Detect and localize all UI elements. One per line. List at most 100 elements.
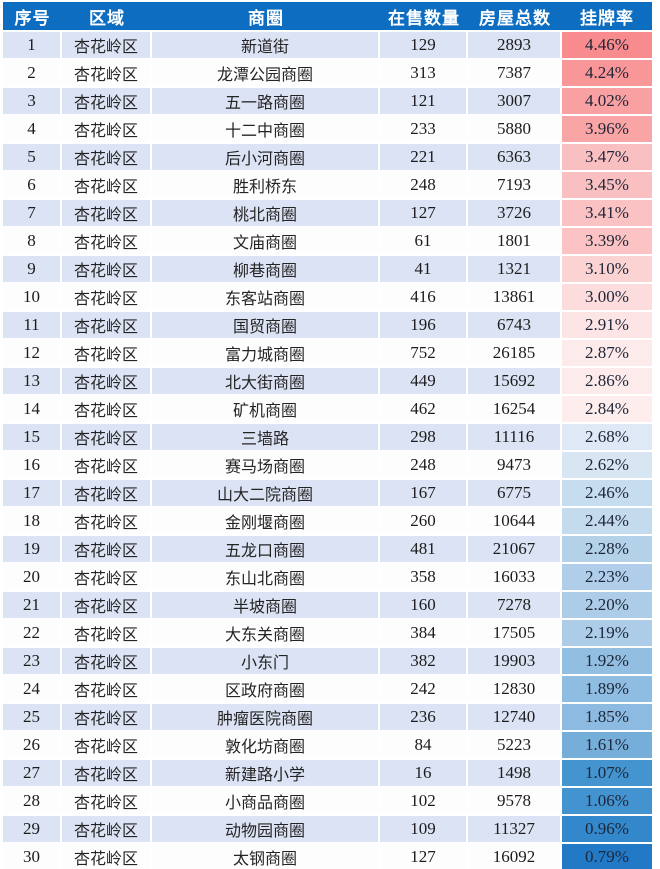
rank-cell: 1: [3, 32, 60, 58]
district-cell: 杏花岭区: [62, 424, 150, 450]
district-cell: 杏花岭区: [62, 676, 150, 702]
table-header-row: 序号 区域 商圈 在售数量 房屋总数 挂牌率: [3, 2, 652, 30]
rank-cell: 7: [3, 200, 60, 226]
area-cell: 文庙商圈: [152, 228, 378, 254]
area-cell: 富力城商圈: [152, 340, 378, 366]
district-cell: 杏花岭区: [62, 704, 150, 730]
total-cell: 16033: [468, 564, 560, 590]
rank-cell: 29: [3, 816, 60, 842]
rank-cell: 2: [3, 60, 60, 86]
total-cell: 19903: [468, 648, 560, 674]
area-cell: 新建路小学: [152, 760, 378, 786]
rank-cell: 4: [3, 116, 60, 142]
total-cell: 6363: [468, 144, 560, 170]
district-cell: 杏花岭区: [62, 32, 150, 58]
on-sale-cell: 298: [380, 424, 466, 450]
on-sale-cell: 236: [380, 704, 466, 730]
rank-cell: 9: [3, 256, 60, 282]
rate-cell: 0.96%: [562, 816, 652, 842]
on-sale-cell: 242: [380, 676, 466, 702]
on-sale-cell: 416: [380, 284, 466, 310]
rank-cell: 5: [3, 144, 60, 170]
area-cell: 大东关商圈: [152, 620, 378, 646]
on-sale-cell: 127: [380, 200, 466, 226]
rank-cell: 23: [3, 648, 60, 674]
total-cell: 1498: [468, 760, 560, 786]
area-cell: 半坡商圈: [152, 592, 378, 618]
area-cell: 桃北商圈: [152, 200, 378, 226]
district-cell: 杏花岭区: [62, 788, 150, 814]
area-cell: 胜利桥东: [152, 172, 378, 198]
header-cell-2: 商圈: [248, 8, 284, 28]
rate-cell: 1.61%: [562, 732, 652, 758]
district-cell: 杏花岭区: [62, 312, 150, 338]
rate-cell: 1.89%: [562, 676, 652, 702]
total-cell: 1801: [468, 228, 560, 254]
total-cell: 6775: [468, 480, 560, 506]
area-cell: 柳巷商圈: [152, 256, 378, 282]
rate-cell: 2.84%: [562, 396, 652, 422]
rank-cell: 20: [3, 564, 60, 590]
rank-cell: 28: [3, 788, 60, 814]
rate-cell: 2.62%: [562, 452, 652, 478]
total-cell: 5223: [468, 732, 560, 758]
rate-cell: 2.46%: [562, 480, 652, 506]
area-cell: 北大街商圈: [152, 368, 378, 394]
on-sale-cell: 233: [380, 116, 466, 142]
rate-cell: 2.20%: [562, 592, 652, 618]
district-cell: 杏花岭区: [62, 256, 150, 282]
on-sale-cell: 313: [380, 60, 466, 86]
total-cell: 6743: [468, 312, 560, 338]
area-cell: 矿机商圈: [152, 396, 378, 422]
total-cell: 21067: [468, 536, 560, 562]
area-cell: 五一路商圈: [152, 88, 378, 114]
on-sale-cell: 129: [380, 32, 466, 58]
total-cell: 3726: [468, 200, 560, 226]
rank-cell: 13: [3, 368, 60, 394]
total-cell: 2893: [468, 32, 560, 58]
district-cell: 杏花岭区: [62, 816, 150, 842]
rank-cell: 17: [3, 480, 60, 506]
header-cell-0: 序号: [14, 8, 51, 28]
district-cell: 杏花岭区: [62, 284, 150, 310]
on-sale-cell: 61: [380, 228, 466, 254]
district-cell: 杏花岭区: [62, 88, 150, 114]
area-cell: 国贸商圈: [152, 312, 378, 338]
area-cell: 新道街: [152, 32, 378, 58]
rank-cell: 21: [3, 592, 60, 618]
rank-cell: 19: [3, 536, 60, 562]
rate-cell: 2.91%: [562, 312, 652, 338]
total-cell: 13861: [468, 284, 560, 310]
on-sale-cell: 109: [380, 816, 466, 842]
district-cell: 杏花岭区: [62, 508, 150, 534]
total-cell: 16254: [468, 396, 560, 422]
rate-cell: 1.92%: [562, 648, 652, 674]
header-cell-4: 房屋总数: [479, 8, 551, 28]
district-cell: 杏花岭区: [62, 60, 150, 86]
on-sale-cell: 196: [380, 312, 466, 338]
total-cell: 1321: [468, 256, 560, 282]
rank-cell: 27: [3, 760, 60, 786]
total-cell: 3007: [468, 88, 560, 114]
on-sale-cell: 358: [380, 564, 466, 590]
district-cell: 杏花岭区: [62, 228, 150, 254]
district-cell: 杏花岭区: [62, 368, 150, 394]
district-cell: 杏花岭区: [62, 564, 150, 590]
district-cell: 杏花岭区: [62, 396, 150, 422]
on-sale-cell: 382: [380, 648, 466, 674]
rate-cell: 3.96%: [562, 116, 652, 142]
rank-cell: 25: [3, 704, 60, 730]
on-sale-cell: 752: [380, 340, 466, 366]
on-sale-cell: 16: [380, 760, 466, 786]
district-cell: 杏花岭区: [62, 844, 150, 869]
district-cell: 杏花岭区: [62, 200, 150, 226]
rank-cell: 6: [3, 172, 60, 198]
area-cell: 赛马场商圈: [152, 452, 378, 478]
district-cell: 杏花岭区: [62, 760, 150, 786]
total-cell: 16092: [468, 844, 560, 869]
on-sale-cell: 221: [380, 144, 466, 170]
rank-cell: 3: [3, 88, 60, 114]
area-cell: 后小河商圈: [152, 144, 378, 170]
district-cell: 杏花岭区: [62, 340, 150, 366]
rate-cell: 1.85%: [562, 704, 652, 730]
